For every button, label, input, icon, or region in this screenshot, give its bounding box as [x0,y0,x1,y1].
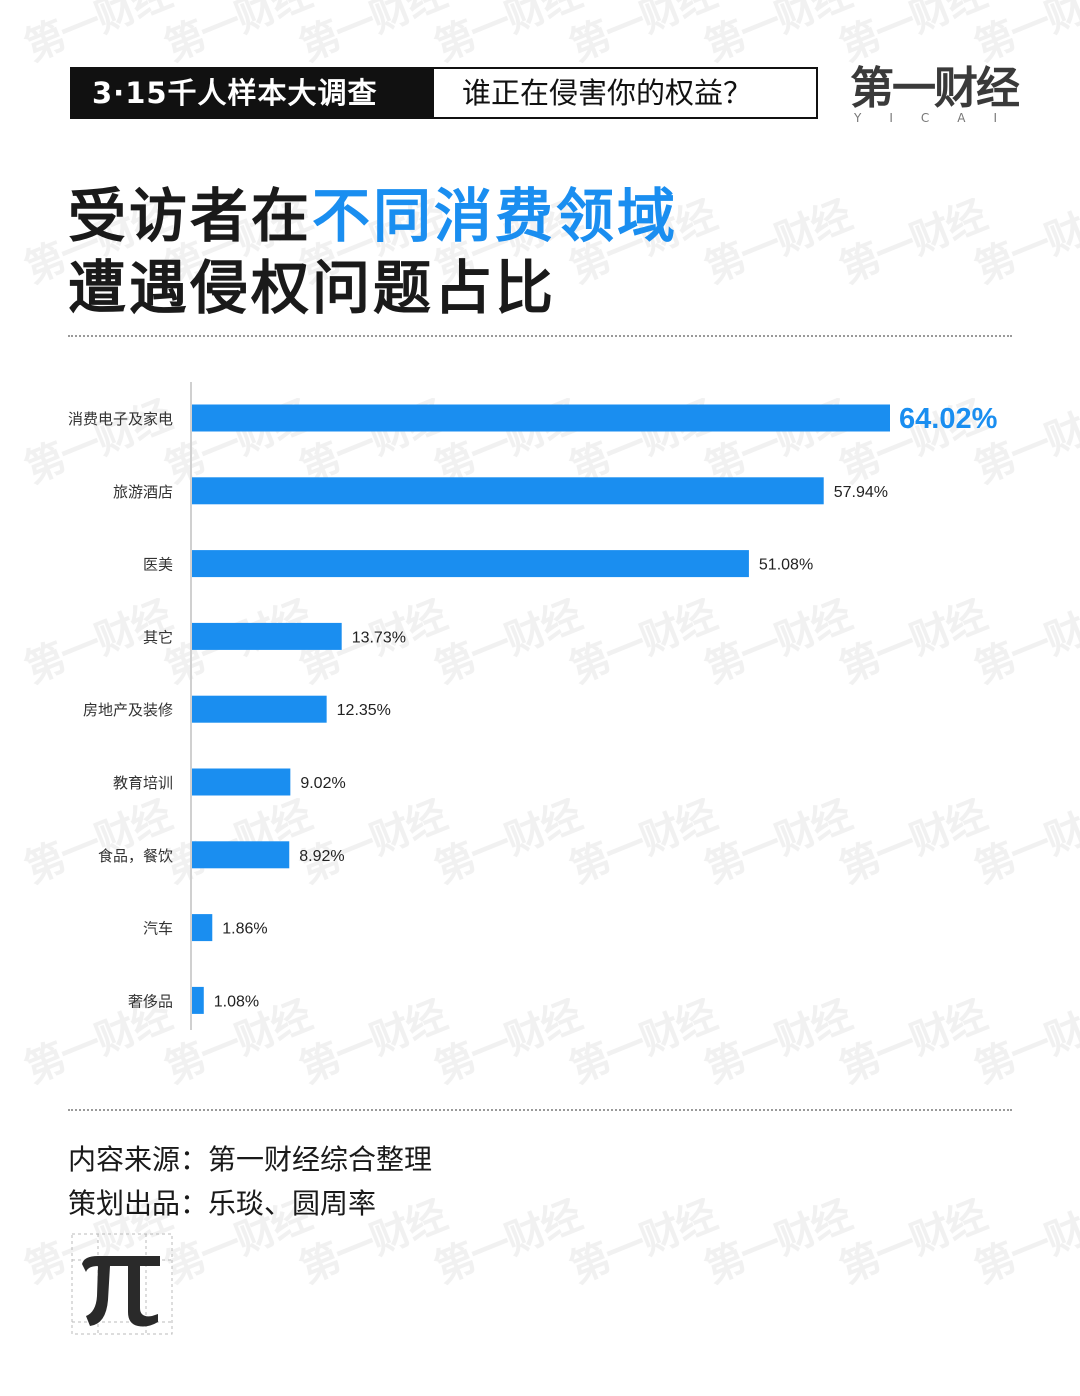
value-label: 64.02% [899,403,998,435]
watermark-logo: 第一财经 [293,0,452,71]
category-label: 食品，餐饮 [98,847,173,865]
title-line1-pre: 受访者在 [68,182,313,250]
watermark-logo: 第一财经 [833,192,992,293]
category-label: 医美 [143,556,173,574]
logo-cn-text: 第一财经 [850,63,1020,114]
category-label: 汽车 [143,920,173,938]
watermark-logo: 第一财经 [833,0,992,71]
watermark-logo: 第一财经 [968,192,1080,293]
watermark-logo: 第一财经 [563,1192,722,1293]
watermark-logo: 第一财经 [833,1192,992,1293]
value-label: 12.35% [337,702,391,719]
bar-8 [192,914,213,942]
bar-6 [192,768,291,796]
bar-1 [192,404,890,432]
category-label: 消费电子及家电 [68,410,173,428]
pi-logo-icon [71,1233,173,1335]
category-label: 房地产及装修 [83,701,173,719]
value-label: 8.92% [299,848,344,865]
header-banner: 3·15千人样本大调查 谁正在侵害你的权益？ [70,67,818,119]
footer: 内容来源：第一财经综合整理 策划出品：乐琰、圆周率 [68,1138,432,1226]
watermark-logo: 第一财经 [428,0,587,71]
title-line-1: 受访者在不同消费领域 [68,180,678,252]
source-text: 内容来源：第一财经综合整理 [68,1143,433,1176]
value-label: 13.73% [352,629,406,646]
category-label: 旅游酒店 [113,483,173,501]
category-label: 奢侈品 [128,992,173,1010]
banner-survey-label: 3·15千人样本大调查 [70,67,432,119]
banner-question: 谁正在侵害你的权益？ [432,67,818,119]
watermark-logo: 第一财经 [563,0,722,71]
yicai-logo: 第一财经 YICAI [850,66,1020,126]
page-title: 受访者在不同消费领域 遭遇侵权问题占比 [68,180,678,324]
value-label: 57.94% [834,484,888,501]
bottom-divider [68,1109,1012,1111]
watermark-logo: 第一财经 [18,0,177,71]
watermark-logo: 第一财经 [158,0,317,71]
watermark-logo: 第一财经 [968,1192,1080,1293]
bar-2 [192,477,824,505]
category-label: 教育培训 [113,774,173,792]
watermark-logo: 第一财经 [968,0,1080,71]
bar-9 [192,986,204,1014]
title-line1-highlight: 不同消费领域 [312,182,679,250]
watermark-logo: 第一财经 [698,0,857,71]
watermark-logo: 第一财经 [698,1192,857,1293]
value-label: 9.02% [300,775,345,792]
title-line-2: 遭遇侵权问题占比 [68,254,557,322]
logo-en-text: YICAI [854,111,1025,125]
bar-3 [192,550,749,578]
bar-chart: 消费电子及家电 64.02% 旅游酒店 57.94% 医美 51.08% 其它 13.73% 房… [68,382,998,1030]
category-label: 其它 [143,628,173,646]
value-label: 1.86% [222,921,267,938]
watermark-logo: 第一财经 [698,192,857,293]
bar-5 [192,695,327,723]
chart-bars: 消费电子及家电 64.02% 旅游酒店 57.94% 医美 51.08% 其它 13.73% 房… [68,403,998,1014]
bar-7 [192,841,290,869]
bar-4 [192,622,342,650]
top-divider [68,335,1012,337]
watermark-logo: 第一财经 [428,1192,587,1293]
credit-text: 策划出品：乐琰、圆周率 [68,1187,377,1220]
value-label: 51.08% [759,557,813,574]
value-label: 1.08% [214,993,259,1010]
